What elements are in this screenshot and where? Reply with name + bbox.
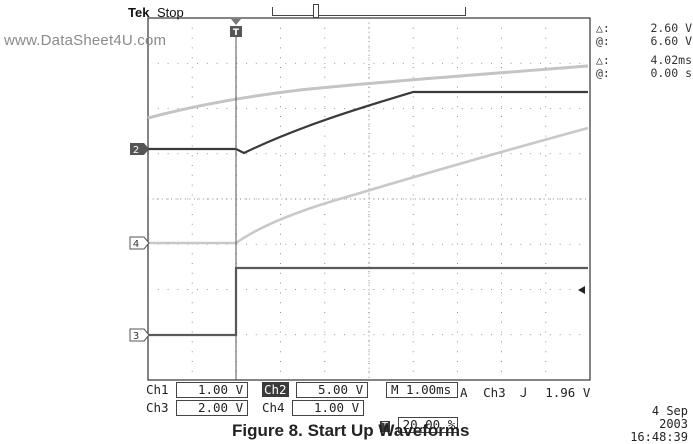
record-position-knob[interactable] <box>313 4 319 18</box>
record-position-bar[interactable] <box>272 7 466 16</box>
channel-marker-4[interactable]: 4 <box>129 236 150 250</box>
ch2-setting[interactable]: Ch2 5.00 V <box>262 382 369 398</box>
trace-ch3 <box>148 266 588 337</box>
timestamp-date: 4 Sep 2003 <box>651 404 688 431</box>
trigger-position-icon-small: T <box>380 421 391 432</box>
trace-ch4 <box>148 126 589 245</box>
trigger-setting[interactable]: A Ch3 Ｊ 1.96 V <box>460 385 591 400</box>
run-state[interactable]: Stop <box>157 5 184 20</box>
timestamp-time: 16:48:39 <box>630 430 688 444</box>
marker-label-4: 4 <box>133 239 139 250</box>
timebase-setting[interactable]: M 1.00ms <box>386 382 458 398</box>
marker-label-2: 2 <box>133 145 139 156</box>
cursor-readout: △: 2.60 V @: 6.60 V △: 4.02ms @: 0.00 s <box>596 22 693 80</box>
trigger-arrow-icon <box>231 19 241 25</box>
ch4-setting[interactable]: Ch4 1.00 V <box>262 400 365 416</box>
trigger-position-setting[interactable]: T 20.00 % <box>380 417 458 433</box>
trace-ch2 <box>148 90 588 155</box>
svg-text:T: T <box>233 28 240 38</box>
scope-header: Tek Stop <box>0 0 693 22</box>
timestamp: 4 Sep 2003 16:48:39 <box>620 405 688 444</box>
marker-label-3: 3 <box>133 331 139 342</box>
readout-row: @: 0.00 s <box>596 66 692 80</box>
channel-marker-3[interactable]: 3 <box>129 328 150 342</box>
watermark: www.DataSheet4U.com <box>4 32 167 49</box>
readout-row: @: 6.60 V <box>596 34 692 48</box>
trigger-position-icon <box>230 26 242 37</box>
graticule-grid <box>148 18 590 380</box>
trigger-level-icon[interactable] <box>578 286 585 294</box>
scope-display: T 2 4 3 <box>129 17 591 381</box>
figure-caption: Figure 8. Start Up Waveforms <box>232 421 470 440</box>
readout-row: △: 2.60 V <box>596 21 692 35</box>
channel-marker-2[interactable]: 2 <box>130 143 149 156</box>
ch3-setting[interactable]: Ch3 2.00 V <box>146 400 249 416</box>
trace-ch1 <box>147 64 589 120</box>
brand-logo: Tek <box>128 5 150 20</box>
ch1-setting[interactable]: Ch1 1.00 V <box>146 382 249 398</box>
readout-row: △: 4.02ms <box>596 53 692 67</box>
